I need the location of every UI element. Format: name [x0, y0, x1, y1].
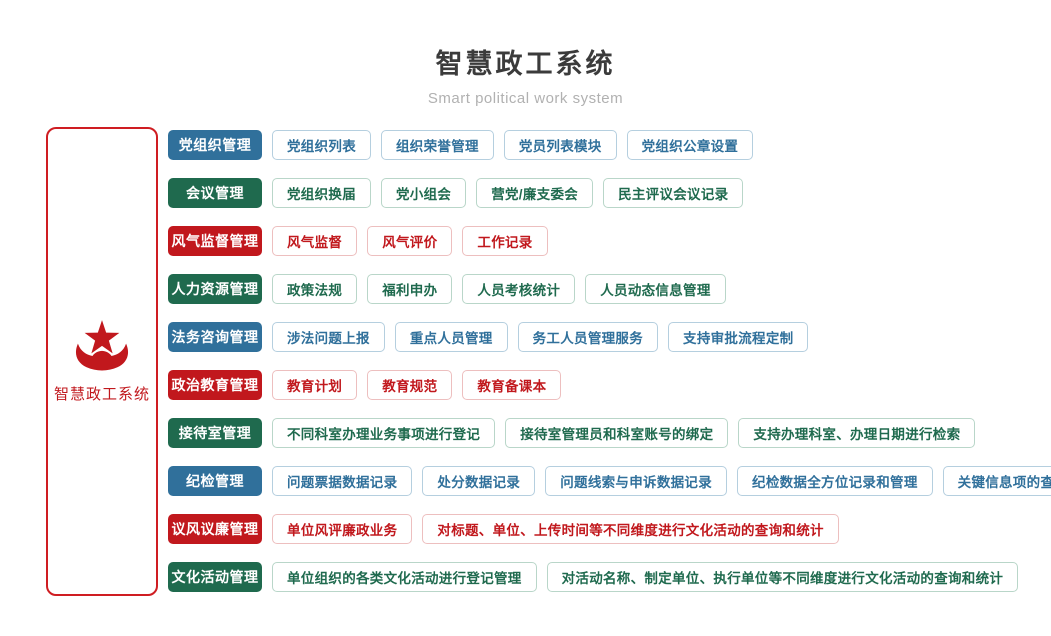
feature-row: 人力资源管理 政策法规 福利申办 人员考核统计 人员动态信息管理 — [168, 274, 1051, 304]
system-panel-label: 智慧政工系统 — [53, 386, 150, 403]
category-button[interactable]: 法务咨询管理 — [168, 322, 262, 352]
feature-item-button[interactable]: 问题线索与申诉数据记录 — [545, 466, 728, 496]
feature-item-button[interactable]: 教育计划 — [272, 370, 358, 400]
feature-item-button[interactable]: 党组织列表 — [272, 130, 371, 160]
system-panel: 智慧政工系统 — [46, 127, 158, 596]
feature-item-button[interactable]: 组织荣誉管理 — [381, 130, 494, 160]
feature-row: 政治教育管理 教育计划 教育规范 教育备课本 — [168, 370, 1051, 400]
feature-item-button[interactable]: 民主评议会议记录 — [603, 178, 744, 208]
feature-item-button[interactable]: 单位风评廉政业务 — [272, 514, 413, 544]
category-button[interactable]: 人力资源管理 — [168, 274, 262, 304]
feature-item-button[interactable]: 人员动态信息管理 — [585, 274, 726, 304]
feature-row: 党组织管理 党组织列表 组织荣誉管理 党员列表模块 党组织公章设置 — [168, 130, 1051, 160]
feature-row: 接待室管理 不同科室办理业务事项进行登记 接待室管理员和科室账号的绑定 支持办理科室、… — [168, 418, 1051, 448]
feature-item-button[interactable]: 务工人员管理服务 — [517, 322, 659, 352]
feature-item-button[interactable]: 对标题、单位、上传时间等不同维度进行文化活动的查询和统计 — [422, 514, 839, 544]
feature-item-button[interactable]: 问题票据数据记录 — [272, 466, 413, 496]
feature-item-button[interactable]: 教育规范 — [367, 370, 453, 400]
feature-item-button[interactable]: 教育备课本 — [462, 370, 562, 400]
feature-item-button[interactable]: 党组织换届 — [272, 178, 371, 208]
feature-item-button[interactable]: 营党/廉支委会 — [476, 178, 594, 208]
feature-item-button[interactable]: 人员考核统计 — [462, 274, 576, 304]
feature-item-button[interactable]: 风气评价 — [367, 226, 453, 256]
category-button[interactable]: 风气监督管理 — [168, 226, 262, 256]
category-button[interactable]: 政治教育管理 — [168, 370, 262, 400]
feature-item-button[interactable]: 纪检数据全方位记录和管理 — [737, 466, 933, 496]
feature-item-button[interactable]: 党小组会 — [381, 178, 467, 208]
category-button[interactable]: 文化活动管理 — [168, 562, 262, 592]
feature-item-button[interactable]: 单位组织的各类文化活动进行登记管理 — [272, 562, 537, 592]
page-header: 智慧政工系统 Smart political work system — [0, 0, 1051, 107]
category-button[interactable]: 接待室管理 — [168, 418, 262, 448]
feature-item-button[interactable]: 福利申办 — [367, 274, 453, 304]
feature-item-button[interactable]: 重点人员管理 — [394, 322, 508, 352]
feature-item-button[interactable]: 关键信息项的查询和统计 — [942, 466, 1051, 496]
feature-item-button[interactable]: 对活动名称、制定单位、执行单位等不同维度进行文化活动的查询和统计 — [546, 562, 1019, 592]
category-button[interactable]: 会议管理 — [168, 178, 262, 208]
category-button[interactable]: 议风议廉管理 — [168, 514, 262, 544]
category-button[interactable]: 纪检管理 — [168, 466, 262, 496]
feature-item-button[interactable]: 接待室管理员和科室账号的绑定 — [505, 418, 729, 448]
feature-row: 法务咨询管理 涉法问题上报 重点人员管理 务工人员管理服务 支持审批流程定制 — [168, 322, 1051, 352]
feature-item-button[interactable]: 不同科室办理业务事项进行登记 — [272, 418, 496, 448]
feature-item-button[interactable]: 涉法问题上报 — [272, 322, 385, 352]
feature-item-button[interactable]: 支持办理科室、办理日期进行检索 — [738, 418, 976, 448]
page-title: 智慧政工系统 — [435, 49, 616, 79]
feature-row: 风气监督管理 风气监督 风气评价 工作记录 — [168, 226, 1051, 256]
feature-rows: 党组织管理 党组织列表 组织荣誉管理 党员列表模块 党组织公章设置 会议管理 党组织换届 党小… — [168, 130, 1051, 592]
category-button[interactable]: 党组织管理 — [168, 130, 262, 160]
feature-item-button[interactable]: 支持审批流程定制 — [668, 322, 809, 352]
feature-item-button[interactable]: 处分数据记录 — [422, 466, 536, 496]
feature-row: 议风议廉管理 单位风评廉政业务 对标题、单位、上传时间等不同维度进行文化活动的查询和… — [168, 514, 1051, 544]
feature-item-button[interactable]: 风气监督 — [272, 226, 358, 256]
feature-item-button[interactable]: 政策法规 — [272, 274, 358, 304]
feature-item-button[interactable]: 工作记录 — [462, 226, 548, 256]
star-emblem-icon — [73, 319, 131, 375]
feature-row: 文化活动管理 单位组织的各类文化活动进行登记管理 对活动名称、制定单位、执行单位等不… — [168, 562, 1051, 592]
feature-item-button[interactable]: 党员列表模块 — [503, 130, 617, 160]
feature-row: 会议管理 党组织换届 党小组会 营党/廉支委会 民主评议会议记录 — [168, 178, 1051, 208]
feature-item-button[interactable]: 党组织公章设置 — [626, 130, 754, 160]
page-subtitle: Smart political work system — [427, 90, 624, 107]
feature-row: 纪检管理 问题票据数据记录 处分数据记录 问题线索与申诉数据记录 纪检数据全方位记录和管… — [168, 466, 1051, 496]
